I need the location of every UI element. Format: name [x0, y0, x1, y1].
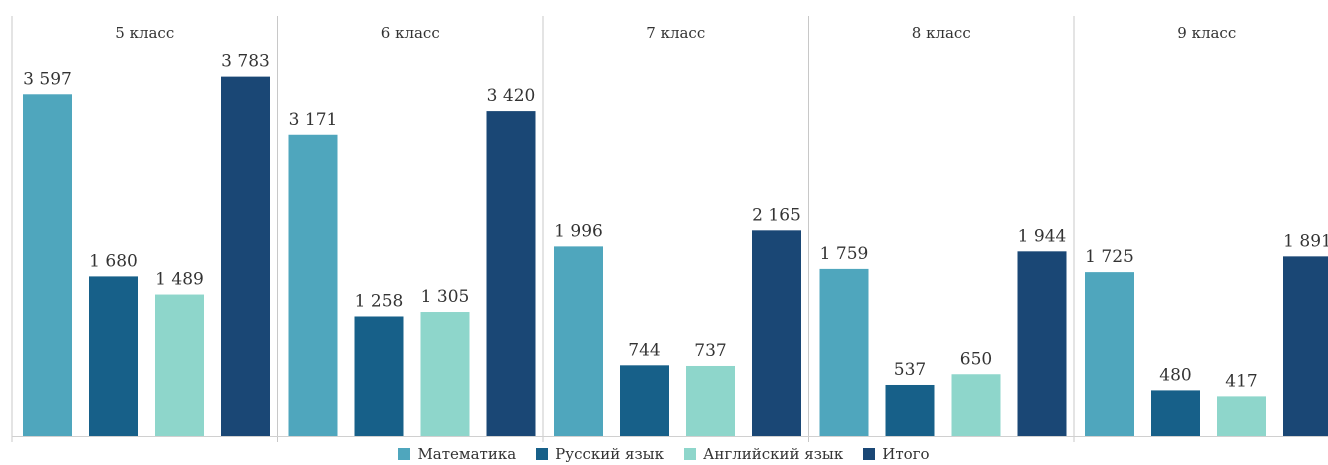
- bar-russian: [885, 384, 935, 436]
- legend-swatch-math: [398, 448, 411, 460]
- legend-item-russian: Русский язык: [536, 445, 664, 463]
- legend-label-english: Английский язык: [702, 445, 844, 463]
- bar-english: [951, 374, 1001, 436]
- value-label-math: 3 597: [23, 69, 72, 89]
- value-label-total: 3 783: [221, 52, 270, 72]
- bar-english: [686, 365, 735, 436]
- chart-legend: Математика Русский язык Английский язык …: [0, 443, 1328, 465]
- bar-russian: [620, 365, 669, 436]
- value-label-math: 1 725: [1085, 247, 1134, 267]
- value-label-russian: 1 680: [89, 251, 138, 271]
- bar-total: [752, 230, 801, 436]
- value-label-total: 1 891: [1283, 231, 1328, 251]
- value-label-math: 1 996: [554, 221, 603, 241]
- value-label-total: 3 420: [487, 86, 536, 106]
- value-label-russian: 537: [894, 360, 926, 380]
- value-label-english: 417: [1225, 371, 1257, 391]
- legend-label-russian: Русский язык: [555, 445, 664, 463]
- value-label-total: 2 165: [752, 205, 801, 225]
- value-label-russian: 1 258: [355, 291, 404, 311]
- bar-english: [1217, 396, 1266, 436]
- bar-math: [23, 94, 72, 436]
- value-label-russian: 744: [628, 340, 660, 360]
- legend-swatch-english: [683, 448, 696, 460]
- bar-russian: [1151, 390, 1200, 436]
- bar-russian: [354, 316, 404, 436]
- legend-swatch-total: [863, 448, 876, 460]
- legend-item-total: Итого: [863, 445, 930, 463]
- panel-title-8: 8 класс: [912, 24, 971, 42]
- bar-english: [155, 294, 204, 436]
- bar-english: [420, 312, 470, 436]
- bar-math: [819, 268, 869, 436]
- value-label-english: 737: [694, 341, 726, 361]
- bar-total: [221, 76, 270, 437]
- panel-title-7: 7 класс: [646, 24, 705, 42]
- bar-total: [486, 111, 536, 436]
- value-label-math: 3 171: [289, 110, 338, 130]
- bar-russian: [89, 276, 138, 436]
- value-label-russian: 480: [1159, 365, 1191, 385]
- value-label-english: 1 305: [421, 287, 470, 307]
- bar-math: [554, 246, 603, 436]
- bar-total: [1283, 256, 1328, 436]
- legend-item-english: Английский язык: [683, 445, 844, 463]
- legend-swatch-russian: [536, 448, 549, 460]
- legend-item-math: Математика: [398, 445, 516, 463]
- bar-math: [1085, 272, 1134, 436]
- legend-label-total: Итого: [882, 445, 930, 463]
- legend-label-math: Математика: [417, 445, 517, 463]
- value-label-english: 650: [960, 349, 992, 369]
- panel-title-6: 6 класс: [381, 24, 440, 42]
- bar-total: [1017, 251, 1067, 436]
- value-label-english: 1 489: [155, 270, 204, 290]
- value-label-total: 1 944: [1018, 226, 1067, 246]
- panel-title-5: 5 класс: [115, 24, 174, 42]
- value-label-math: 1 759: [820, 244, 869, 264]
- panel-title-9: 9 класс: [1177, 24, 1236, 42]
- bar-math: [288, 134, 338, 436]
